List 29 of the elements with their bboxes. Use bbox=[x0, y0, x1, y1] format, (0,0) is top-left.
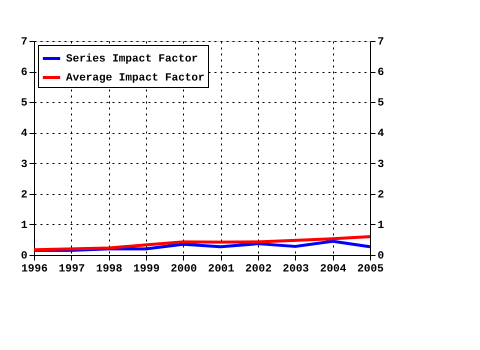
x-tick-label: 1999 bbox=[133, 264, 160, 276]
x-tick-label: 2001 bbox=[208, 264, 235, 276]
y2-tick-label: 2 bbox=[378, 189, 384, 202]
line-series bbox=[32, 235, 372, 252]
y-tick-label: 7 bbox=[20, 36, 28, 48]
y2-tick-label: 5 bbox=[378, 98, 384, 110]
y-tick-label: 0 bbox=[20, 250, 28, 262]
x-tick-label: 2002 bbox=[245, 264, 272, 276]
y-tick-label: 4 bbox=[20, 128, 28, 140]
y-tick-label: 5 bbox=[20, 98, 28, 110]
legend-label: Series Impact Factor bbox=[66, 54, 198, 66]
y-tick-label: 6 bbox=[20, 67, 28, 80]
legend-label: Average Impact Factor bbox=[66, 72, 205, 84]
y2-tick-label: 4 bbox=[378, 128, 384, 140]
y2-tick-label: 7 bbox=[378, 36, 384, 48]
x-tick-label: 1998 bbox=[96, 264, 123, 276]
y2-tick-label: 1 bbox=[378, 220, 384, 232]
y2-tick-label: 6 bbox=[378, 67, 384, 80]
x-tick-label: 2004 bbox=[320, 264, 347, 276]
y2-tick-label: 3 bbox=[378, 158, 384, 171]
y2-tick-label: 0 bbox=[378, 250, 384, 262]
x-tick-label: 1996 bbox=[21, 264, 48, 276]
x-tick-label: 2000 bbox=[170, 264, 198, 276]
y-tick-label: 2 bbox=[20, 189, 28, 202]
y-tick-label: 3 bbox=[20, 158, 28, 171]
x-tick-label: 1997 bbox=[58, 264, 86, 276]
x-tick-label: 2005 bbox=[357, 264, 384, 276]
x-tick-label: 2003 bbox=[282, 264, 310, 276]
y-tick-label: 1 bbox=[20, 220, 28, 232]
